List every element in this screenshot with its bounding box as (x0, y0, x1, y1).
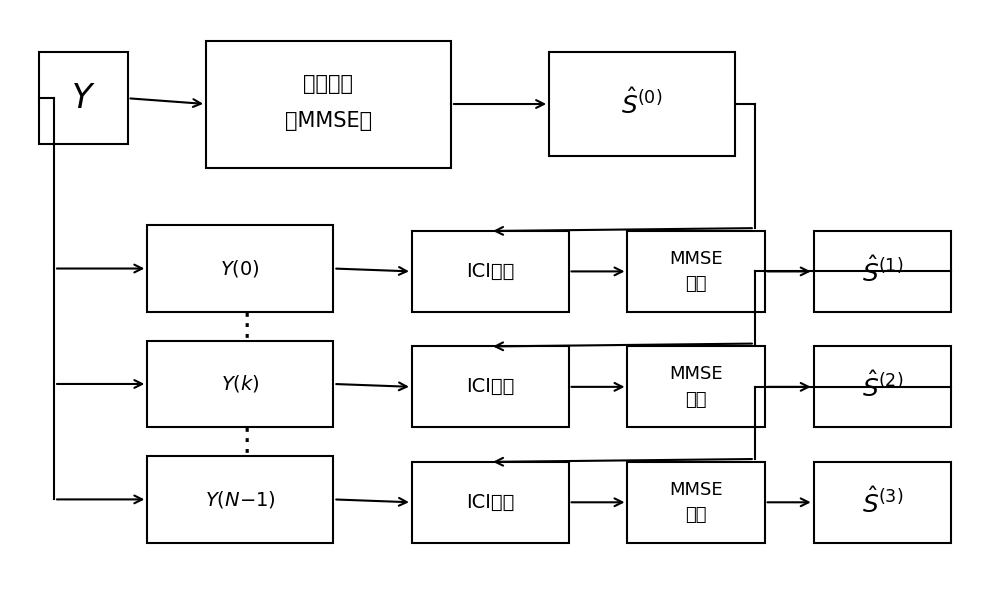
Text: $Y(N{-}1)$: $Y(N{-}1)$ (205, 489, 276, 510)
Text: MMSE: MMSE (669, 250, 723, 268)
Bar (147, 225, 333, 312)
Bar (206, 41, 451, 167)
Bar (814, 462, 951, 542)
Text: （MMSE）: （MMSE） (285, 111, 372, 131)
Bar (39, 52, 128, 144)
Text: $\vdots$: $\vdots$ (231, 312, 250, 341)
Text: $\hat{S}^{(1)}$: $\hat{S}^{(1)}$ (862, 256, 903, 287)
Bar (147, 456, 333, 542)
Text: ICI消除: ICI消除 (466, 262, 514, 281)
Text: $Y$: $Y$ (71, 82, 96, 115)
Text: 均衡: 均衡 (685, 506, 707, 524)
Bar (549, 52, 735, 156)
Bar (147, 340, 333, 427)
Bar (627, 462, 765, 542)
Text: $\hat{S}^{(3)}$: $\hat{S}^{(3)}$ (862, 487, 903, 518)
Bar (412, 346, 569, 427)
Bar (412, 231, 569, 312)
Bar (412, 462, 569, 542)
Text: MMSE: MMSE (669, 365, 723, 383)
Bar (814, 346, 951, 427)
Text: MMSE: MMSE (669, 481, 723, 499)
Text: 均衡: 均衡 (685, 275, 707, 293)
Text: $Y(k)$: $Y(k)$ (221, 373, 260, 395)
Text: $\vdots$: $\vdots$ (231, 427, 250, 456)
Text: $Y(0)$: $Y(0)$ (220, 258, 260, 279)
Text: 初值估计: 初值估计 (304, 74, 354, 94)
Text: $\hat{S}^{(0)}$: $\hat{S}^{(0)}$ (621, 89, 663, 120)
Text: $\hat{S}^{(2)}$: $\hat{S}^{(2)}$ (862, 372, 903, 402)
Text: ICI消除: ICI消除 (466, 378, 514, 396)
Text: 均衡: 均衡 (685, 391, 707, 409)
Bar (627, 231, 765, 312)
Bar (627, 346, 765, 427)
Bar (814, 231, 951, 312)
Text: ICI消除: ICI消除 (466, 493, 514, 512)
